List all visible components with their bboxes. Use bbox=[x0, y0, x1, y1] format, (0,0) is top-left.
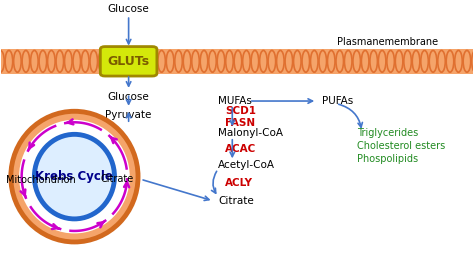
Ellipse shape bbox=[11, 111, 138, 242]
FancyBboxPatch shape bbox=[100, 47, 157, 76]
Text: GLUTs: GLUTs bbox=[108, 55, 150, 68]
Text: Glucose: Glucose bbox=[108, 4, 149, 14]
Text: Krebs Cycle: Krebs Cycle bbox=[36, 170, 113, 183]
Ellipse shape bbox=[35, 134, 115, 219]
Bar bbox=[1, 49, 473, 74]
Text: Citrate: Citrate bbox=[218, 196, 254, 206]
Text: MUFAs: MUFAs bbox=[218, 96, 252, 106]
Text: Triglycerides
Cholesterol esters
Phospolipids: Triglycerides Cholesterol esters Phospol… bbox=[357, 128, 446, 164]
Text: Citrate: Citrate bbox=[100, 174, 133, 184]
Text: Mitochondrion: Mitochondrion bbox=[6, 176, 76, 185]
Text: Glucose: Glucose bbox=[108, 92, 149, 102]
Text: Acetyl-CoA: Acetyl-CoA bbox=[218, 160, 275, 170]
Text: ACLY: ACLY bbox=[225, 178, 253, 187]
Text: Pyruvate: Pyruvate bbox=[105, 110, 152, 120]
Text: PUFAs: PUFAs bbox=[322, 96, 353, 106]
Ellipse shape bbox=[19, 120, 130, 233]
Text: SCD1
FASN: SCD1 FASN bbox=[225, 106, 256, 128]
Text: Malonyl-CoA: Malonyl-CoA bbox=[218, 128, 283, 138]
Text: ACAC: ACAC bbox=[225, 144, 256, 154]
Text: Plasmanemembrane: Plasmanemembrane bbox=[337, 37, 438, 47]
